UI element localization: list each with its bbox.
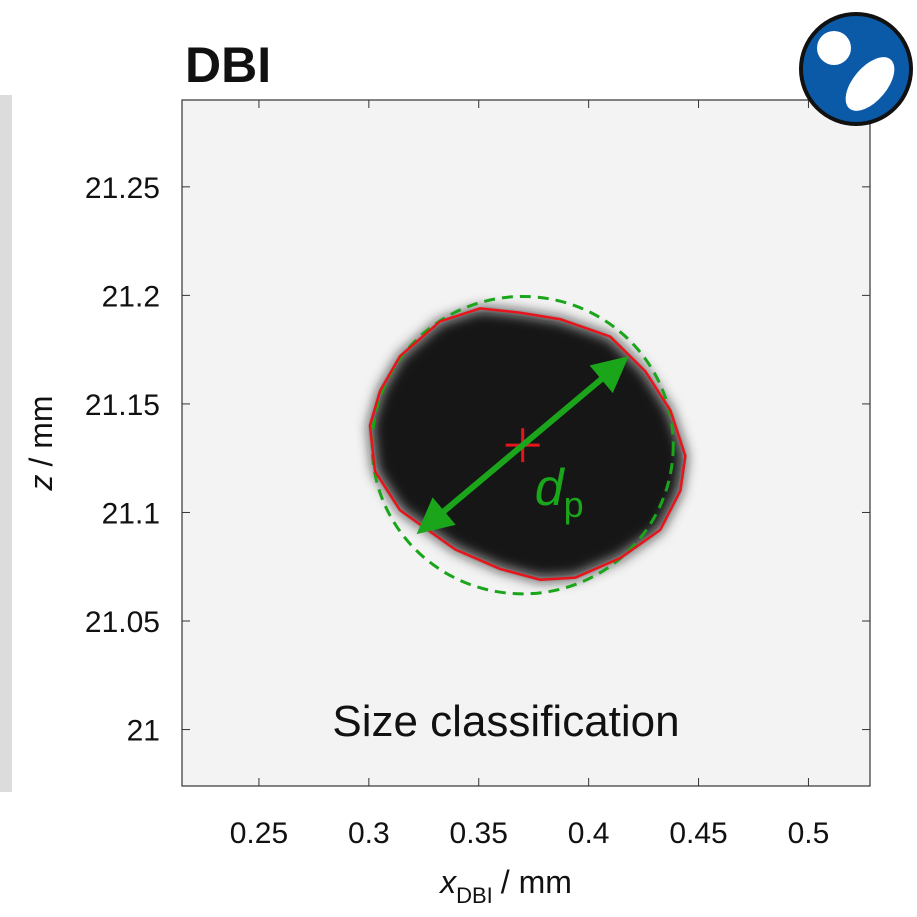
x-symbol: x xyxy=(438,864,457,900)
y-tick-label: 21.2 xyxy=(102,280,160,313)
y-tick-label: 21.1 xyxy=(102,497,160,530)
frame xyxy=(181,99,871,787)
chart-title: DBI xyxy=(185,37,271,93)
y-tick-label: 21.25 xyxy=(85,172,160,205)
x-subscript: DBI xyxy=(456,883,493,908)
diameter-arrow xyxy=(416,356,629,535)
y-axis-label: z / mm xyxy=(23,395,59,491)
x-unit: / mm xyxy=(501,864,572,900)
side-strip xyxy=(0,95,12,792)
x-tick-label: 0.5 xyxy=(788,817,830,850)
x-tick-label: 0.35 xyxy=(450,817,508,850)
x-tick-label: 0.45 xyxy=(669,817,727,850)
y-tick-label: 21 xyxy=(127,715,160,748)
x-axis-label: xDBI / mm xyxy=(438,864,572,908)
y-unit: / mm xyxy=(23,395,59,466)
diameter-symbol: d xyxy=(535,459,566,517)
diameter-subscript: p xyxy=(564,484,584,525)
y-tick-label: 21.15 xyxy=(85,389,160,422)
x-tick-label: 0.4 xyxy=(568,817,610,850)
x-tick-label: 0.25 xyxy=(230,817,288,850)
logo xyxy=(799,12,913,126)
contour xyxy=(368,307,687,582)
y-tick-label: 21.05 xyxy=(85,606,160,639)
annotation: Size classification xyxy=(332,697,679,746)
y-symbol: z xyxy=(23,475,59,492)
x-tick-label: 0.3 xyxy=(348,817,390,850)
diameter-label: dp xyxy=(535,459,584,525)
